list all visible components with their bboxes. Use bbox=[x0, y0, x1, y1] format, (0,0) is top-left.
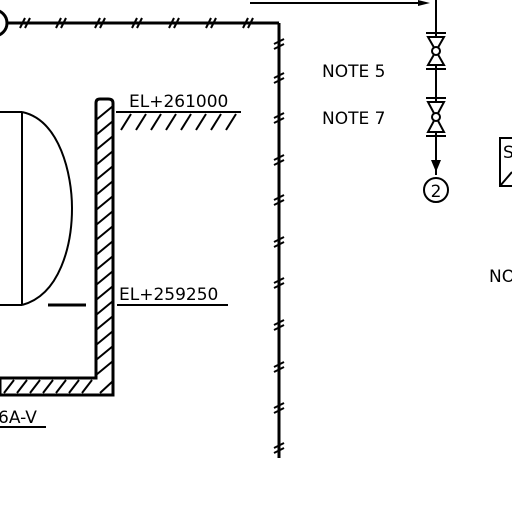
bubble-2 bbox=[423, 177, 449, 203]
vessel-outline bbox=[0, 111, 74, 306]
top-pipe-slashes bbox=[19, 17, 254, 29]
gate-valve-note-5 bbox=[426, 32, 446, 70]
right-box-letter: S bbox=[503, 143, 512, 163]
elevation-bottom-label: EL+259250 bbox=[119, 285, 218, 305]
note-5-label: NOTE 5 bbox=[322, 62, 385, 82]
arrow-head-top bbox=[418, 0, 430, 6]
line-tag-fragment: 6A-V bbox=[0, 408, 37, 428]
gate-valve-note-7 bbox=[426, 97, 446, 137]
note-7-label: NOTE 7 bbox=[322, 109, 385, 129]
top-left-bubble bbox=[0, 9, 9, 37]
right-text-fragment: NO bbox=[489, 267, 512, 287]
arrow-head-down bbox=[431, 160, 441, 172]
vertical-pipe-slashes bbox=[273, 38, 285, 454]
right-box-diagonal bbox=[499, 171, 512, 187]
right-box-fragment bbox=[499, 137, 512, 187]
elevation-top-hatch bbox=[120, 113, 237, 131]
bubble-2-label: 2 bbox=[431, 182, 442, 202]
elevation-top-label: EL+261000 bbox=[129, 92, 228, 112]
hatched-wall bbox=[0, 97, 115, 397]
